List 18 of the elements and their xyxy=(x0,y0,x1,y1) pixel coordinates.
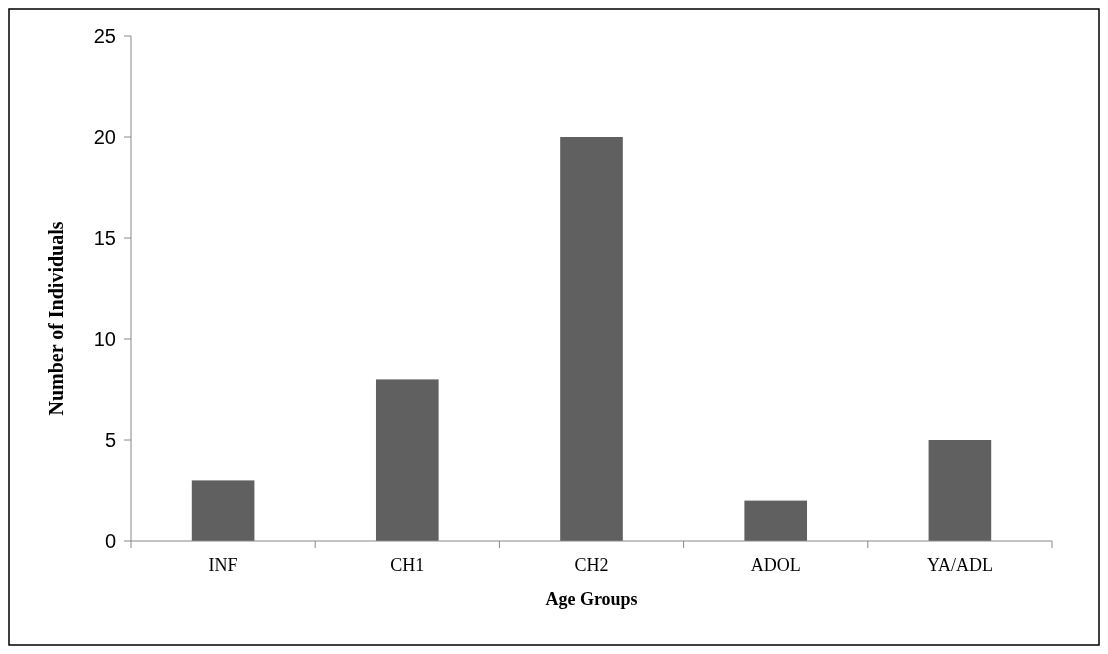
y-tick-label: 15 xyxy=(93,227,116,249)
y-tick-label: 10 xyxy=(93,328,116,350)
y-tick-label: 25 xyxy=(93,25,116,47)
bar xyxy=(191,480,255,541)
bar xyxy=(375,379,439,541)
y-tick-label: 20 xyxy=(93,126,116,148)
bar xyxy=(744,500,808,541)
bar xyxy=(560,137,623,541)
x-axis-title: Age Groups xyxy=(545,589,638,609)
x-tick-label: YA/ADL xyxy=(926,555,993,575)
x-tick-label: INF xyxy=(208,555,238,575)
x-tick-label: CH1 xyxy=(390,555,425,575)
y-axis-title: Number of Individuals xyxy=(45,221,67,416)
x-tick-label: CH2 xyxy=(574,555,609,575)
bar xyxy=(928,440,992,541)
y-tick-label: 0 xyxy=(104,530,116,552)
y-tick-label: 5 xyxy=(104,429,116,451)
x-tick-label: ADOL xyxy=(750,555,801,575)
